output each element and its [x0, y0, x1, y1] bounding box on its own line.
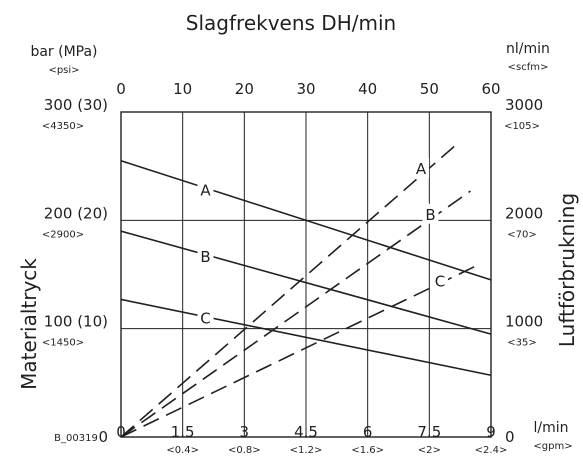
- right-axis-title: Luftförbrukning: [555, 193, 579, 347]
- left-tick-sublabel: <2900>: [42, 229, 84, 240]
- bottom-tick-label: 4.5: [294, 423, 318, 441]
- left-axis-unit: bar (MPa): [30, 44, 97, 60]
- bottom-tick-label: 9: [486, 423, 496, 441]
- right-tick-label: 2000: [505, 204, 543, 222]
- top-tick-label: 0: [116, 80, 126, 98]
- bottom-axis-ticks: 0 1.5 <0.4> 3 <0.8> 4.5 <1.2> 6 <1.6> 7.5 <2> 9 <2.4…: [116, 423, 507, 456]
- figure-id: B_00319: [54, 433, 98, 444]
- top-tick-label: 50: [420, 80, 439, 98]
- plot-border: [120, 111, 492, 438]
- bottom-axis-unit-block: l/min <gpm>: [533, 420, 572, 452]
- dashed-series-line-a: [120, 140, 461, 438]
- plot-frame: [120, 111, 492, 438]
- dashed-series-line-b: [120, 190, 471, 438]
- solid-series-line-b: [120, 230, 492, 335]
- bottom-tick-label: 1.5: [171, 423, 195, 441]
- series-label-gap: [413, 157, 430, 178]
- bottom-tick-label: 7.5: [417, 423, 441, 441]
- left-tick-label: 300 (30): [44, 96, 108, 114]
- bottom-tick-sublabel: <1.6>: [351, 445, 384, 456]
- bottom-tick-label: 6: [363, 423, 373, 441]
- bottom-tick-sublabel: <2>: [418, 445, 441, 456]
- top-tick-label: 60: [481, 80, 500, 98]
- left-axis-unit-alt: <psi>: [48, 65, 79, 76]
- top-tick-label: 40: [358, 80, 377, 98]
- right-tick-sublabel: <105>: [504, 121, 540, 132]
- right-tick-label: 3000: [505, 96, 543, 114]
- series-label-a: A: [200, 182, 211, 200]
- bottom-tick-label: 3: [240, 423, 250, 441]
- series-label-b: B: [425, 206, 435, 224]
- top-tick-label: 10: [173, 80, 192, 98]
- chart-title: Slagfrekvens DH/min: [186, 11, 396, 35]
- series-label-c: C: [435, 273, 445, 291]
- right-tick-sublabel: <70>: [507, 229, 536, 240]
- solid-series-line-c: [120, 298, 492, 377]
- bottom-tick-sublabel: <1.2>: [290, 445, 323, 456]
- series-label-gap: [422, 203, 439, 224]
- left-axis-title: Materialtryck: [17, 258, 41, 390]
- right-tick-label: 1000: [505, 313, 543, 331]
- left-tick-label: 200 (20): [44, 204, 108, 222]
- top-tick-label: 20: [235, 80, 254, 98]
- series-label-gap: [431, 270, 448, 291]
- left-axis-unit-block: bar (MPa) <psi>: [30, 44, 97, 76]
- right-axis-unit-block: nl/min <scfm>: [506, 41, 550, 73]
- bottom-tick-sublabel: <0.4>: [166, 445, 199, 456]
- right-tick-sublabel: <35>: [507, 338, 536, 349]
- right-axis-ticks: 0 1000 <35> 2000 <70> 3000 <105>: [504, 96, 543, 446]
- bottom-tick-sublabel: <2.4>: [475, 445, 508, 456]
- bottom-tick-label: 0: [116, 423, 126, 441]
- bottom-tick-sublabel: <0.8>: [228, 445, 261, 456]
- bottom-axis-unit-alt: <gpm>: [533, 441, 572, 452]
- right-tick-label: 0: [505, 428, 515, 446]
- right-axis-unit: nl/min: [506, 41, 550, 57]
- left-tick-sublabel: <1450>: [42, 338, 84, 349]
- series-label-gap: [197, 179, 214, 200]
- left-tick-label: 0: [98, 428, 108, 446]
- dashed-series-line-c: [120, 262, 482, 438]
- left-axis-ticks: 0 100 (10) <1450> 200 (20) <2900> 300 (30) <43…: [42, 96, 108, 446]
- top-axis-ticks: 0 10 20 30 40 50 60: [116, 80, 500, 98]
- series-label-b: B: [200, 248, 210, 266]
- bottom-axis-unit: l/min: [533, 420, 568, 436]
- series-label-a: A: [416, 160, 427, 178]
- series-label-c: C: [200, 309, 210, 327]
- left-tick-sublabel: <4350>: [42, 121, 84, 132]
- left-tick-label: 100 (10): [44, 313, 108, 331]
- series-label-gap: [197, 307, 214, 328]
- series-label-gap: [197, 245, 214, 266]
- series-layer: A B C A B C: [120, 140, 492, 438]
- top-tick-label: 30: [296, 80, 315, 98]
- solid-series-line-a: [120, 159, 492, 281]
- right-axis-unit-alt: <scfm>: [508, 62, 549, 73]
